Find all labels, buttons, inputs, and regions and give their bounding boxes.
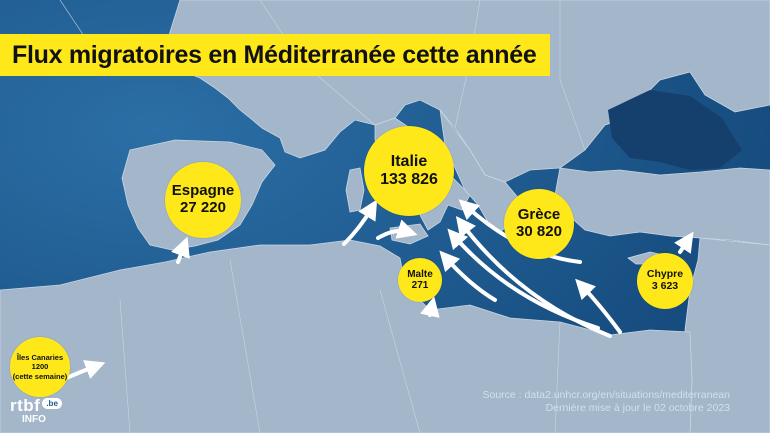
country-note: (cette semaine): [12, 371, 68, 381]
arrow-to-chypre: [674, 231, 694, 254]
land-turkey: [554, 167, 770, 246]
country-value: 27 220: [180, 199, 226, 216]
logo-sub: INFO: [22, 414, 46, 425]
country-value: 30 820: [516, 223, 562, 240]
country-name: Îles Canaries: [16, 352, 64, 362]
black-sea: [608, 90, 742, 170]
bubble-grece: Grèce 30 820: [504, 189, 574, 259]
arrow-to-grece-south: [575, 278, 622, 334]
country-name: Grèce: [517, 206, 561, 224]
arrow-to-italie-sicily: [376, 219, 418, 240]
map-title: Flux migratoires en Méditerranée cette a…: [12, 40, 537, 69]
country-name: Italie: [390, 153, 428, 171]
arrow-to-espagne: [171, 236, 190, 264]
country-value: 3 623: [651, 280, 679, 292]
logo-badge: .be: [42, 398, 62, 409]
bubble-italie: Italie 133 826: [364, 126, 454, 216]
rtbf-logo: rtbf .be INFO: [10, 396, 62, 425]
title-banner: Flux migratoires en Méditerranée cette a…: [0, 34, 551, 76]
arrow-to-malte: [420, 296, 440, 318]
bubble-chypre: Chypre 3 623: [637, 253, 693, 309]
bubble-espagne: Espagne 27 220: [165, 162, 241, 238]
source-note: Source : data2.unhcr.org/en/situations/m…: [483, 389, 731, 415]
update-line: Dernière mise à jour le 02 octobre 2023: [545, 402, 730, 415]
bubble-canaries: Îles Canaries 1200 (cette semaine): [10, 337, 70, 397]
bubble-malte: Malte 271: [398, 258, 442, 302]
country-name: Malte: [407, 268, 433, 280]
country-value: 133 826: [380, 171, 438, 188]
country-name: Chypre: [646, 268, 684, 281]
arrow-east-italie-2: [455, 216, 612, 338]
logo-main: rtbf: [10, 396, 41, 415]
arrow-libya-italie: [439, 250, 497, 302]
country-value: 1200: [31, 362, 49, 372]
country-name: Espagne: [171, 182, 235, 200]
country-value: 271: [411, 280, 429, 291]
land-sardinia: [345, 167, 365, 213]
source-line: Source : data2.unhcr.org/en/situations/m…: [482, 389, 731, 401]
arrow-to-italie-west: [342, 199, 378, 246]
